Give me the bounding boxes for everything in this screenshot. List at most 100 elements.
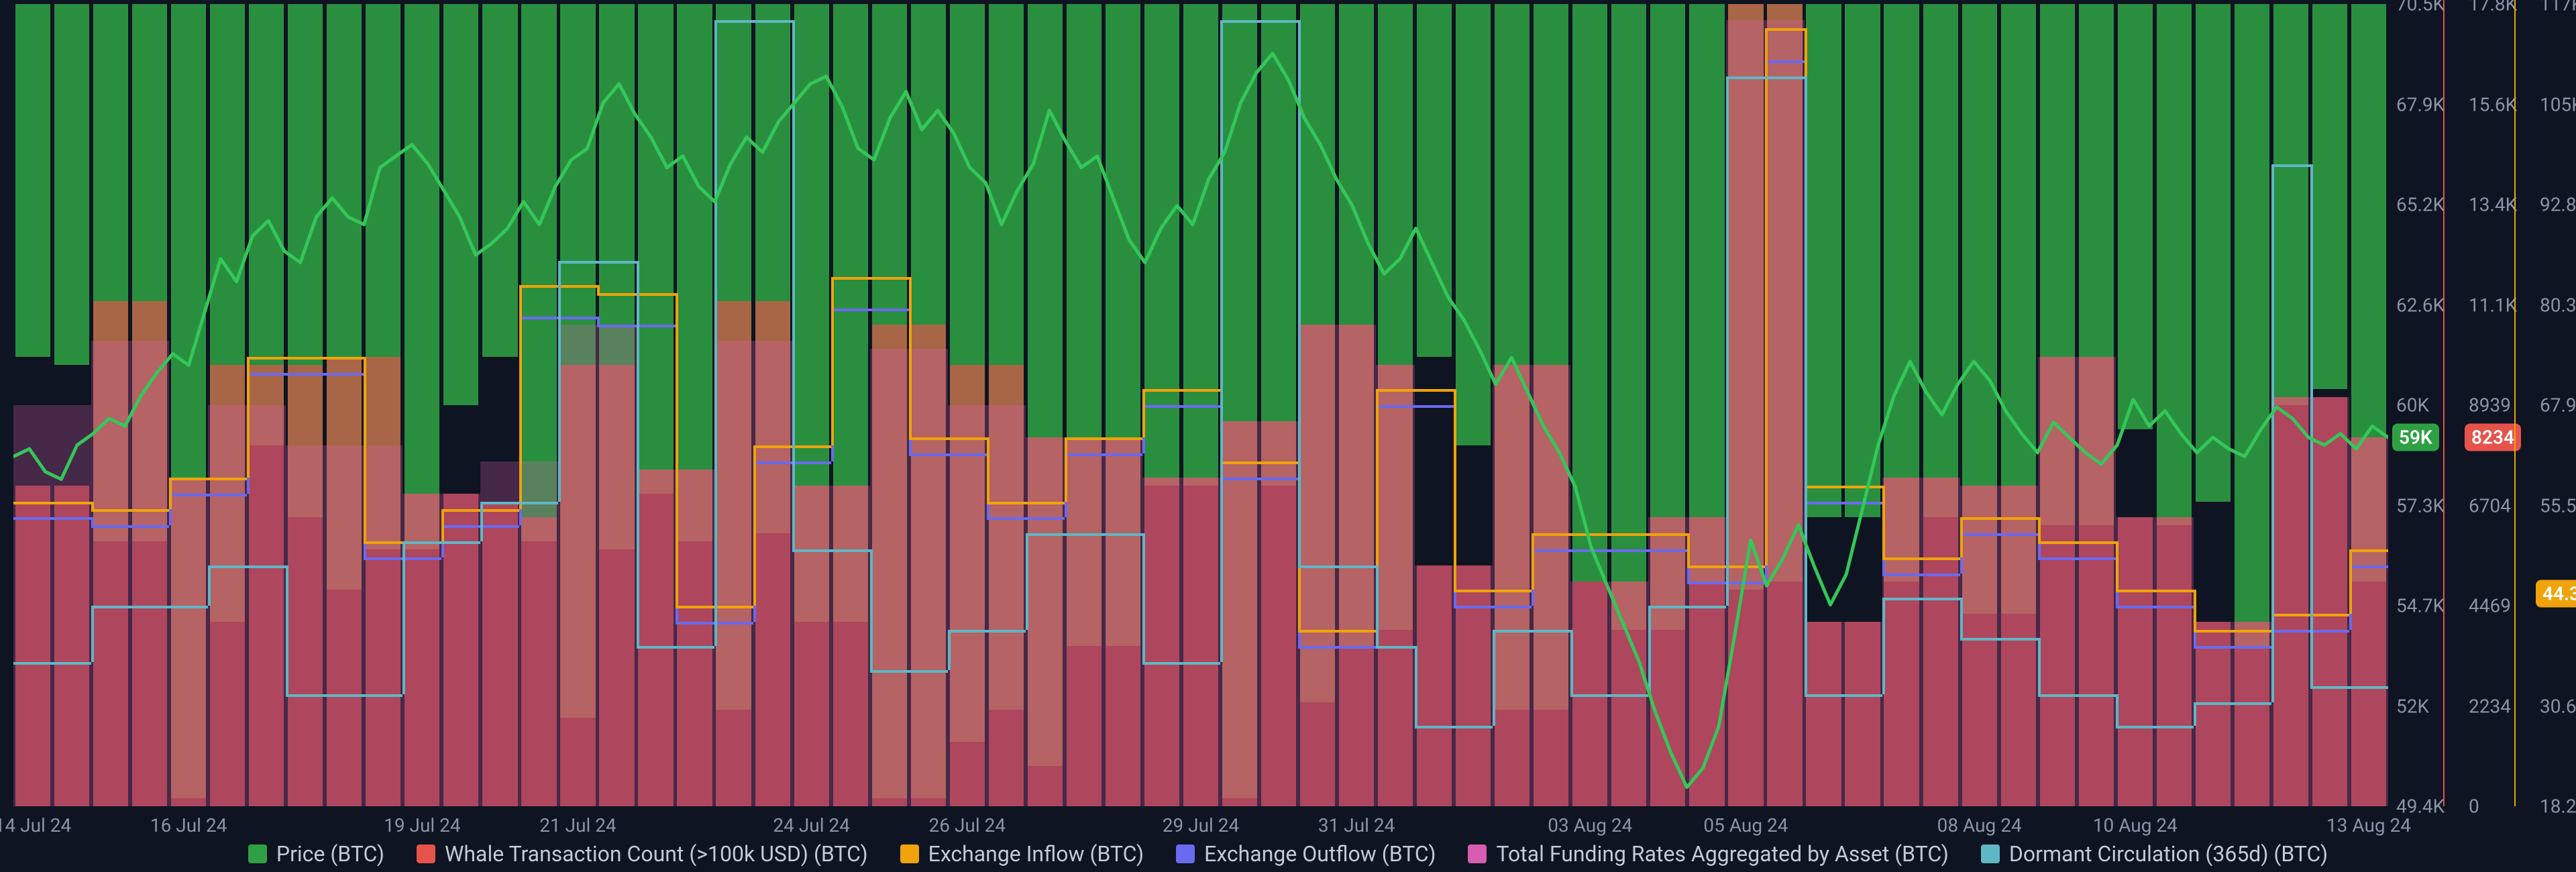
funding-fill [1065, 437, 1104, 806]
y-tick-label-price: 62.6K [2396, 294, 2445, 316]
funding-fill [247, 405, 286, 806]
legend-item[interactable]: Dormant Circulation (365d) (BTC) [1981, 841, 2328, 867]
legend-label: Exchange Inflow (BTC) [928, 841, 1144, 867]
funding-fill [1687, 517, 1726, 806]
green-bar [1144, 4, 1179, 486]
funding-fill [441, 494, 480, 806]
y-tick-label-price: 49.4K [2396, 796, 2445, 818]
funding-fill [2077, 357, 2116, 806]
funding-fill [1220, 421, 1259, 806]
y-tick-label-flow: 18.2K [2540, 796, 2576, 818]
funding-fill [2194, 622, 2233, 806]
crypto-multi-axis-chart: 14 Jul 24 16 Jul 24 19 Jul 24 21 Jul 24 24 J… [0, 0, 2576, 872]
y-tick-label-price: 54.7K [2396, 595, 2445, 617]
funding-fill [402, 494, 441, 806]
legend-item[interactable]: Whale Transaction Count (>100k USD) (BTC… [417, 841, 868, 867]
funding-fill [130, 341, 169, 806]
legend-label: Whale Transaction Count (>100k USD) (BTC… [445, 841, 868, 867]
legend-swatch [1981, 844, 2000, 863]
funding-fill [1259, 421, 1298, 806]
funding-fill [909, 349, 948, 806]
funding-fill [2038, 357, 2077, 806]
y-tick-label-whale: 11.1K [2469, 294, 2517, 316]
y-tick-label-price: 57.3K [2396, 494, 2445, 516]
funding-fill [1454, 565, 1493, 806]
funding-fill [1843, 622, 1882, 806]
legend-swatch [417, 844, 435, 863]
green-bar [405, 4, 439, 549]
x-tick-label: 19 Jul 24 [384, 814, 461, 836]
x-tick-label: 31 Jul 24 [1318, 814, 1395, 836]
legend-swatch [248, 844, 267, 863]
legend-item[interactable]: Total Funding Rates Aggregated by Asset … [1468, 841, 1948, 867]
funding-fill [1142, 478, 1181, 806]
y-tick-label-flow: 80.3K [2540, 294, 2576, 316]
funding-fill [637, 470, 676, 806]
funding-fill [325, 445, 364, 806]
legend-item[interactable]: Price (BTC) [248, 841, 384, 867]
funding-fill [948, 405, 987, 806]
x-tick-label: 21 Jul 24 [539, 814, 616, 836]
y-tick-label-flow: 92.8K [2540, 194, 2576, 216]
funding-fill [169, 478, 208, 806]
legend: Price (BTC) Whale Transaction Count (>100… [0, 841, 2576, 867]
y-tick-label-price: 67.9K [2396, 93, 2445, 115]
plot-area[interactable] [13, 4, 2388, 806]
green-bar [1417, 4, 1452, 357]
funding-fill [1181, 478, 1220, 806]
x-tick-label: 08 Aug 24 [1937, 814, 2022, 836]
legend-item[interactable]: Exchange Outflow (BTC) [1176, 841, 1436, 867]
y-tick-label-flow: 105K [2540, 93, 2576, 115]
y-tick-label-flow: 67.9K [2540, 394, 2576, 417]
inflow-step [1415, 389, 1454, 392]
y-tick-label-price: 65.2K [2396, 194, 2445, 216]
green-bar [677, 4, 712, 541]
legend-swatch [1176, 844, 1195, 863]
green-bar [638, 4, 673, 494]
funding-fill [2271, 397, 2310, 806]
legend-swatch [900, 844, 919, 863]
green-bar [2235, 4, 2269, 646]
legend-label: Dormant Circulation (365d) (BTC) [2009, 841, 2328, 867]
y-tick-label-whale: 13.4K [2469, 194, 2517, 216]
funding-fill [1026, 437, 1065, 806]
funding-fill [91, 341, 130, 806]
funding-fill [1415, 565, 1454, 806]
green-bar [2118, 4, 2153, 429]
y-tick-label-whale: 15.6K [2469, 93, 2517, 115]
y-tick-label-flow: 30.6K [2540, 695, 2576, 717]
funding-fill [558, 325, 597, 806]
x-tick-label: 24 Jul 24 [773, 814, 850, 836]
green-bar [15, 4, 50, 357]
green-bar [2273, 4, 2308, 405]
funding-fill [1104, 437, 1142, 806]
legend-label: Price (BTC) [276, 841, 384, 867]
green-bar [1806, 4, 1841, 517]
funding-fill [519, 461, 558, 806]
legend-item[interactable]: Exchange Inflow (BTC) [900, 841, 1144, 867]
green-bar [482, 4, 517, 357]
x-tick-label: 16 Jul 24 [150, 814, 227, 836]
green-bar [1923, 4, 1958, 517]
green-bar [1456, 4, 1491, 445]
funding-fill [1960, 486, 1999, 806]
x-tick-label: 26 Jul 24 [929, 814, 1006, 836]
funding-fill [1376, 365, 1415, 806]
x-tick-label: 29 Jul 24 [1163, 814, 1240, 836]
x-tick-label: 03 Aug 24 [1548, 814, 1632, 836]
funding-fill [676, 470, 714, 806]
funding-fill [1805, 622, 1843, 806]
funding-fill [2349, 437, 2388, 806]
funding-fill [286, 445, 325, 806]
x-tick-label: 14 Jul 24 [0, 814, 71, 836]
green-bar [1689, 4, 1724, 582]
green-bar [54, 4, 89, 365]
funding-fill [1298, 325, 1337, 806]
green-bar [1611, 4, 1646, 630]
y-axis-line-flow [2514, 0, 2516, 806]
y-tick-label-price: 70.5K [2396, 0, 2445, 15]
funding-fill [1337, 325, 1376, 806]
funding-fill [714, 341, 753, 806]
funding-fill [831, 486, 870, 806]
legend-label: Total Funding Rates Aggregated by Asset … [1496, 841, 1948, 867]
